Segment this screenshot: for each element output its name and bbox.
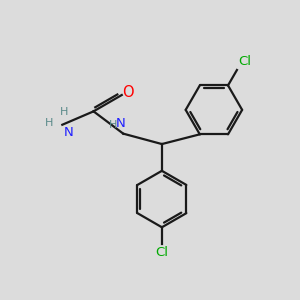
Text: Cl: Cl (238, 56, 251, 68)
Text: Cl: Cl (155, 246, 168, 259)
Text: N: N (116, 117, 126, 130)
Text: H: H (60, 107, 68, 117)
Text: N: N (64, 126, 74, 139)
Text: O: O (122, 85, 134, 100)
Text: H: H (109, 120, 117, 130)
Text: H: H (45, 118, 53, 128)
